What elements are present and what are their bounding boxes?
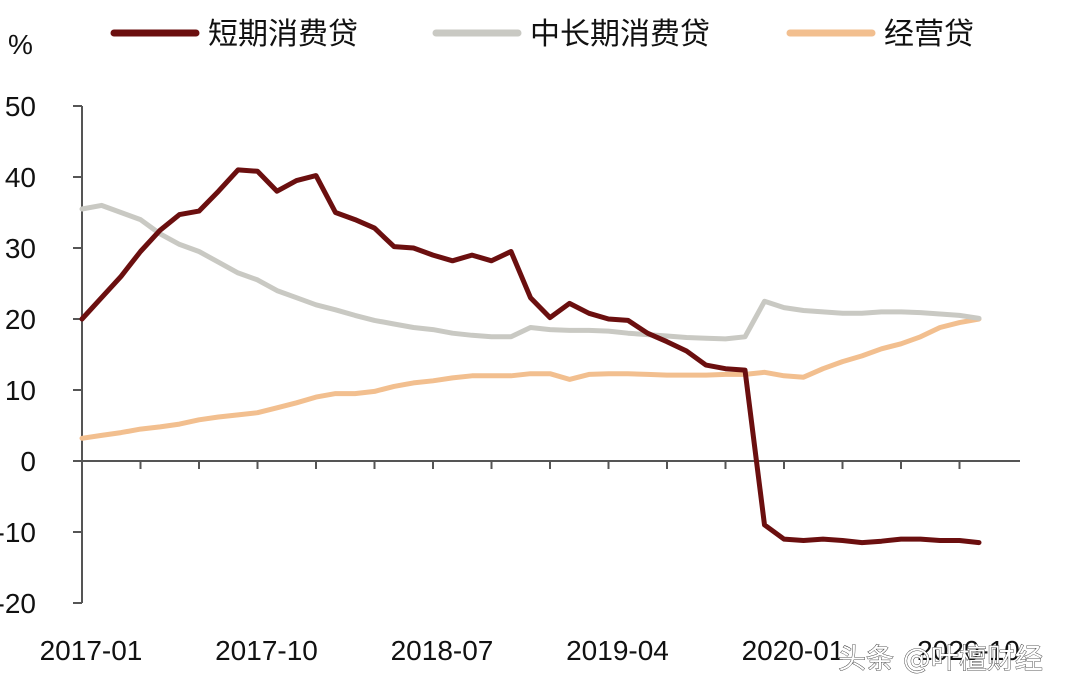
x-tick-label: 2017-01 (40, 635, 143, 666)
watermark-text: 头条 @叶檀财经 (838, 642, 1043, 675)
legend-label: 中长期消费贷 (530, 17, 710, 52)
series-line-2 (79, 202, 982, 342)
y-axis-unit-label: % (8, 29, 33, 60)
y-tick-label: 40 (5, 162, 36, 193)
x-tick-label: 2018-07 (391, 635, 494, 666)
y-tick-label: -10 (0, 517, 36, 548)
x-tick-label: 2019-04 (566, 635, 669, 666)
legend-label: 经营贷 (884, 17, 974, 52)
y-tick-label: 50 (5, 91, 36, 122)
y-tick-label: 30 (5, 233, 36, 264)
series-lines (79, 167, 982, 546)
y-tick-label: 10 (5, 375, 36, 406)
y-tick-label: -20 (0, 588, 36, 619)
series-line-1 (79, 167, 982, 546)
x-tick-label: 2020-10 (917, 635, 1020, 666)
y-tick-label: 0 (20, 446, 36, 477)
y-tick-label: 20 (5, 304, 36, 335)
x-tick-label: 2017-10 (215, 635, 318, 666)
axes (73, 105, 1020, 604)
legend-label: 短期消费贷 (208, 17, 358, 52)
series-line-3 (79, 316, 982, 441)
legend: 短期消费贷 中长期消费贷 经营贷 (110, 17, 974, 52)
x-tick-label: 2020-01 (742, 635, 845, 666)
tick-labels: -20 -10 0 10 20 30 40 50 2017-01 2017-10 2018-07 20… (0, 91, 1020, 666)
